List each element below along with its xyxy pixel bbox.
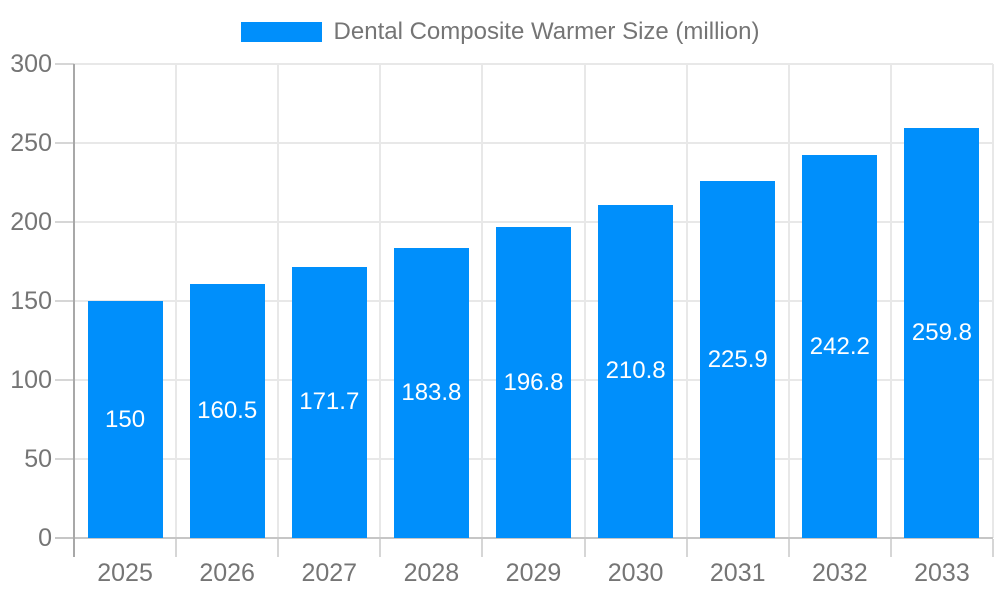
- x-axis-tick: [481, 539, 484, 557]
- bar-2025[interactable]: [87, 301, 163, 538]
- bar-2033[interactable]: [904, 127, 980, 538]
- bar-2031[interactable]: [700, 181, 776, 538]
- grid-line-h: [74, 142, 993, 144]
- y-axis-tick: [55, 221, 74, 223]
- bar-2029[interactable]: [496, 227, 571, 538]
- y-axis-label: 200: [10, 208, 52, 236]
- x-axis-label: 2033: [914, 559, 970, 587]
- y-axis-label: 150: [10, 287, 52, 315]
- grid-line-h: [74, 221, 993, 223]
- bar-2026[interactable]: [189, 284, 265, 538]
- y-axis-tick: [55, 458, 74, 460]
- bar-value-label: 242.2: [809, 332, 870, 360]
- x-axis-label: 2028: [403, 559, 460, 587]
- grid-line-v: [481, 64, 484, 538]
- x-axis-tick: [175, 539, 178, 557]
- bar-2030[interactable]: [598, 204, 674, 538]
- y-axis-tick: [55, 300, 74, 302]
- bar-value-label: 210.8: [605, 357, 666, 385]
- grid-line-v: [685, 64, 688, 538]
- y-axis-label: 50: [24, 445, 52, 473]
- legend-title: Dental Composite Warmer Size (million): [333, 18, 760, 45]
- bar-value-label: 259.8: [911, 318, 972, 346]
- x-axis-label: 2032: [812, 559, 868, 587]
- grid-line-h: [74, 63, 993, 65]
- bar-value-label: 183.8: [401, 378, 462, 406]
- y-axis-label: 300: [10, 50, 52, 78]
- x-axis-tick: [889, 539, 892, 557]
- x-axis-label: 2030: [607, 559, 664, 587]
- x-axis-tick: [992, 539, 994, 557]
- x-axis-line: [55, 537, 993, 539]
- bar-2027[interactable]: [291, 266, 367, 538]
- x-axis-tick: [277, 539, 280, 557]
- x-axis-label: 2029: [505, 559, 562, 587]
- grid-line-v: [992, 64, 994, 538]
- x-axis-tick: [685, 539, 688, 557]
- y-axis-tick: [55, 63, 74, 65]
- bar-value-label: 150: [105, 405, 146, 433]
- y-axis-label: 0: [38, 524, 52, 552]
- y-axis-tick: [55, 379, 74, 381]
- x-axis-label: 2025: [97, 559, 153, 587]
- x-axis-label: 2027: [301, 559, 358, 587]
- bar-2032[interactable]: [802, 155, 878, 538]
- bar-value-label: 160.5: [197, 397, 258, 425]
- grid-line-v: [175, 64, 178, 538]
- x-axis-tick: [379, 539, 382, 557]
- grid-line-v: [889, 64, 892, 538]
- x-axis-label: 2026: [199, 559, 255, 587]
- bar-value-label: 196.8: [503, 368, 564, 396]
- x-axis-label: 2031: [709, 559, 766, 587]
- x-axis-tick: [583, 539, 586, 557]
- y-axis-label: 250: [10, 129, 52, 157]
- grid-line-v: [787, 64, 790, 538]
- y-axis-label: 100: [10, 366, 52, 394]
- chart-legend[interactable]: Dental Composite Warmer Size (million): [0, 18, 1000, 46]
- bar-value-label: 225.9: [707, 345, 768, 373]
- bar-value-label: 171.7: [299, 388, 360, 416]
- grid-line-v: [583, 64, 586, 538]
- y-axis-tick: [55, 142, 74, 144]
- grid-line-v: [277, 64, 280, 538]
- grid-line-v: [379, 64, 382, 538]
- legend-swatch: [240, 22, 322, 42]
- x-axis-tick: [787, 539, 790, 557]
- bar-2028[interactable]: [393, 247, 469, 538]
- y-axis-line: [73, 64, 75, 557]
